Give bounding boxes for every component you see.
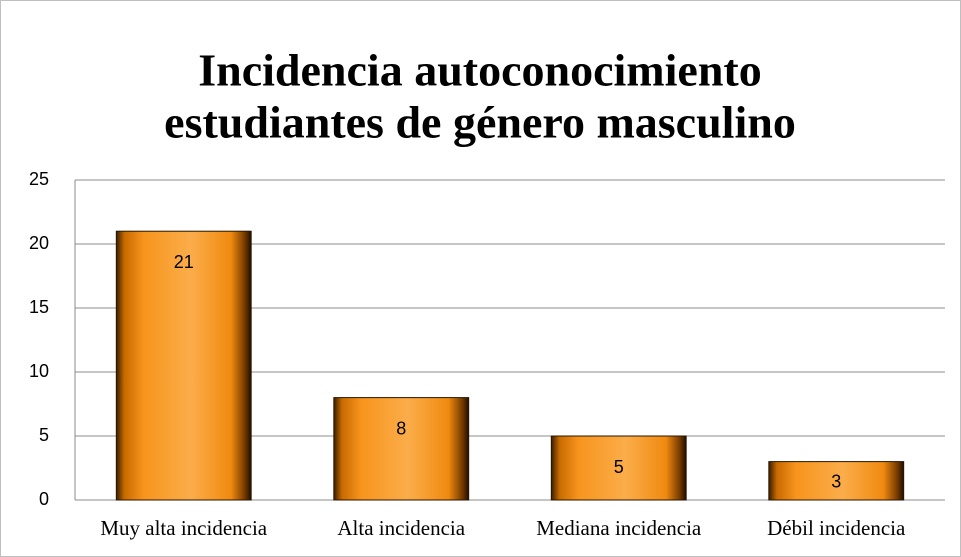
data-label: 21 (174, 252, 194, 272)
y-tick-label: 5 (39, 425, 49, 445)
chart-title: estudiantes de género masculino (164, 97, 796, 148)
x-tick-label: Alta incidencia (337, 516, 465, 540)
data-label: 8 (396, 418, 406, 438)
x-tick-label: Muy alta incidencia (100, 516, 267, 540)
x-tick-label: Débil incidencia (767, 516, 906, 540)
chart-title: Incidencia autoconocimiento (198, 45, 761, 96)
data-label: 3 (831, 472, 841, 492)
bar (550, 435, 687, 501)
y-tick-label: 25 (29, 169, 49, 189)
data-label: 5 (614, 457, 624, 477)
y-tick-label: 15 (29, 297, 49, 317)
y-tick-label: 0 (39, 489, 49, 509)
bar (768, 461, 905, 501)
bar (115, 230, 252, 501)
bar (333, 397, 470, 501)
y-tick-label: 20 (29, 233, 49, 253)
x-tick-label: Mediana incidencia (536, 516, 702, 540)
y-tick-label: 10 (29, 361, 49, 381)
